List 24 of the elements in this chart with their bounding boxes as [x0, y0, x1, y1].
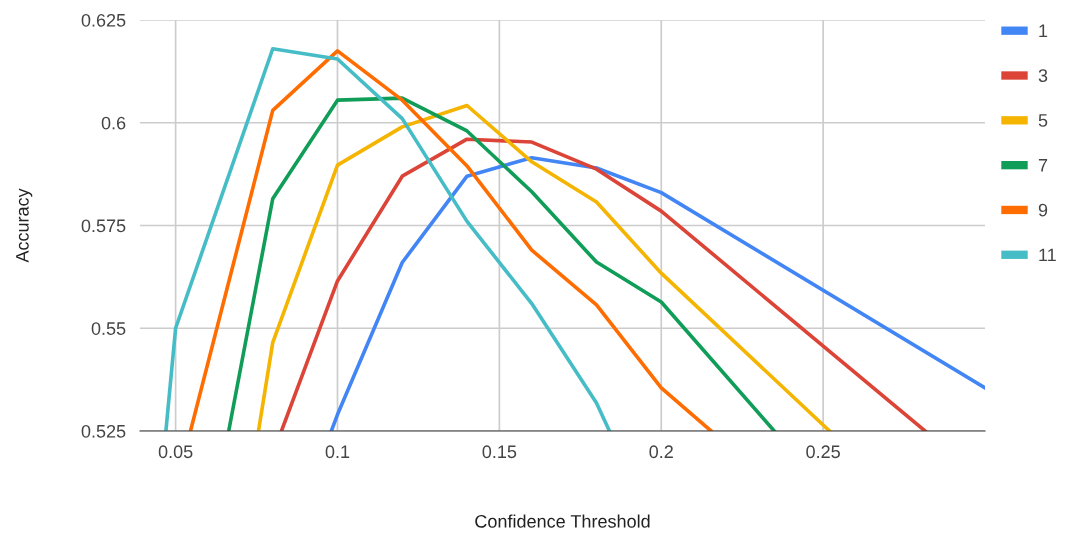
y-tick-label: 0.525 [81, 424, 126, 438]
line-series [329, 155, 985, 431]
legend-label: 11 [1039, 248, 1056, 262]
y-tick-label: 0.575 [81, 219, 126, 233]
x-tick-label: 0.25 [806, 445, 840, 459]
legend-label: 5 [1038, 114, 1048, 127]
line-series [226, 96, 777, 431]
line-series [279, 137, 927, 431]
legend-label: 1 [1039, 24, 1048, 37]
y-tick-label: 0.55 [91, 322, 126, 335]
x-tick-label: 0.15 [482, 445, 517, 459]
y-axis-title: Accuracy [16, 188, 33, 263]
legend-label: 3 [1038, 69, 1048, 82]
y-tick-label: 0.625 [81, 13, 126, 27]
line-series [188, 49, 713, 431]
legend-label: 9 [1038, 203, 1048, 217]
legend-label: 7 [1038, 159, 1048, 172]
x-tick-label: 0.1 [325, 445, 350, 459]
line-series [164, 46, 612, 431]
x-tick-label: 0.05 [158, 445, 193, 459]
line-series [256, 103, 832, 431]
y-tick-label: 0.6 [101, 116, 126, 130]
x-axis-title: Confidence Threshold [475, 514, 650, 528]
x-tick-label: 0.2 [649, 445, 673, 459]
